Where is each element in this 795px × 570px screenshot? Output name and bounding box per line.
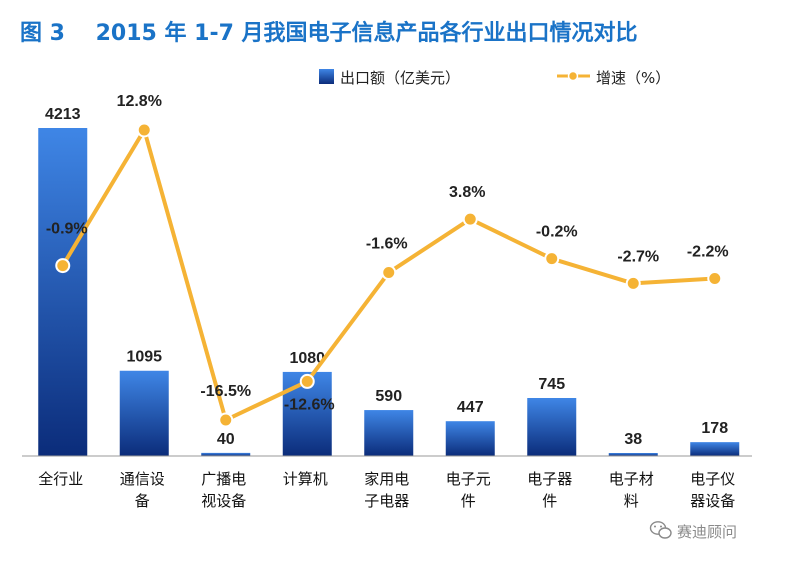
bar: [119, 370, 169, 456]
category-label: 电子材: [609, 470, 654, 488]
category-label: 计算机: [283, 470, 328, 488]
bar-labels-layer: 4213 1095 40 1080 590 447 745 38 178: [45, 106, 728, 448]
bar-value-label: 447: [457, 399, 484, 416]
category-label: 备: [135, 492, 150, 510]
growth-value-label: -0.2%: [536, 224, 578, 241]
bar-value-label: 1080: [289, 350, 325, 367]
growth-line-layer: [55, 122, 723, 428]
growth-point: [381, 265, 397, 281]
bar: [690, 442, 740, 456]
growth-point: [462, 211, 478, 227]
growth-value-label: -2.7%: [617, 248, 659, 265]
bar: [445, 421, 495, 456]
category-label: 件: [461, 492, 476, 510]
bar-value-label: 178: [701, 420, 728, 437]
watermark-text: 赛迪顾问: [677, 523, 737, 541]
category-label: 广播电: [201, 470, 246, 488]
growth-value-label: -12.6%: [284, 396, 335, 413]
category-label: 全行业: [38, 470, 83, 488]
bars-layer: [38, 128, 740, 456]
growth-value-label: 3.8%: [449, 184, 485, 201]
category-label: 电子仪: [690, 470, 735, 488]
bar: [364, 410, 414, 456]
growth-value-label: -1.6%: [366, 236, 408, 253]
growth-point: [218, 412, 234, 428]
growth-point: [299, 373, 315, 389]
legend: 出口额（亿美元） 增速（%）: [319, 69, 670, 87]
legend-line-label: 增速（%）: [596, 69, 670, 87]
growth-value-label: -2.2%: [687, 243, 729, 260]
growth-labels-layer: -0.9% 12.8% -16.5% -12.6% -1.6% 3.8% -0.2% -2.7…: [46, 93, 729, 413]
bar: [608, 453, 658, 456]
growth-point: [136, 122, 152, 138]
bar-value-label: 745: [538, 376, 565, 393]
bar-value-label: 38: [624, 431, 642, 448]
category-label: 电子器: [527, 470, 572, 488]
wechat-icon: [649, 521, 672, 539]
bar: [201, 452, 251, 456]
growth-point: [707, 270, 723, 286]
bar: [527, 397, 577, 456]
growth-value-label: -0.9%: [46, 221, 88, 238]
bar-value-label: 40: [217, 431, 235, 448]
category-label: 视设备: [201, 492, 246, 510]
category-label: 器设备: [690, 492, 735, 510]
growth-point: [625, 275, 641, 291]
watermark: 赛迪顾问: [649, 521, 737, 541]
growth-value-label: 12.8%: [117, 93, 162, 110]
growth-point: [544, 251, 560, 267]
category-label: 家用电: [364, 470, 409, 488]
bar-value-label: 4213: [45, 106, 81, 123]
growth-point: [55, 258, 71, 274]
chart-title: 图 3 2015 年 1-7 月我国电子信息产品各行业出口情况对比: [20, 20, 638, 46]
legend-bar-label: 出口额（亿美元）: [340, 69, 460, 87]
category-label: 料: [624, 492, 639, 510]
category-label: 电子元: [446, 470, 491, 488]
category-label: 通信设: [120, 470, 165, 488]
legend-bar-swatch: [319, 69, 334, 84]
category-label: 子电器: [364, 492, 409, 510]
growth-value-label: -16.5%: [200, 383, 251, 400]
legend-line-marker: [567, 70, 579, 82]
bar-value-label: 590: [375, 388, 402, 405]
category-label: 件: [542, 492, 557, 510]
bar: [38, 128, 88, 456]
bar-value-label: 1095: [126, 349, 162, 366]
